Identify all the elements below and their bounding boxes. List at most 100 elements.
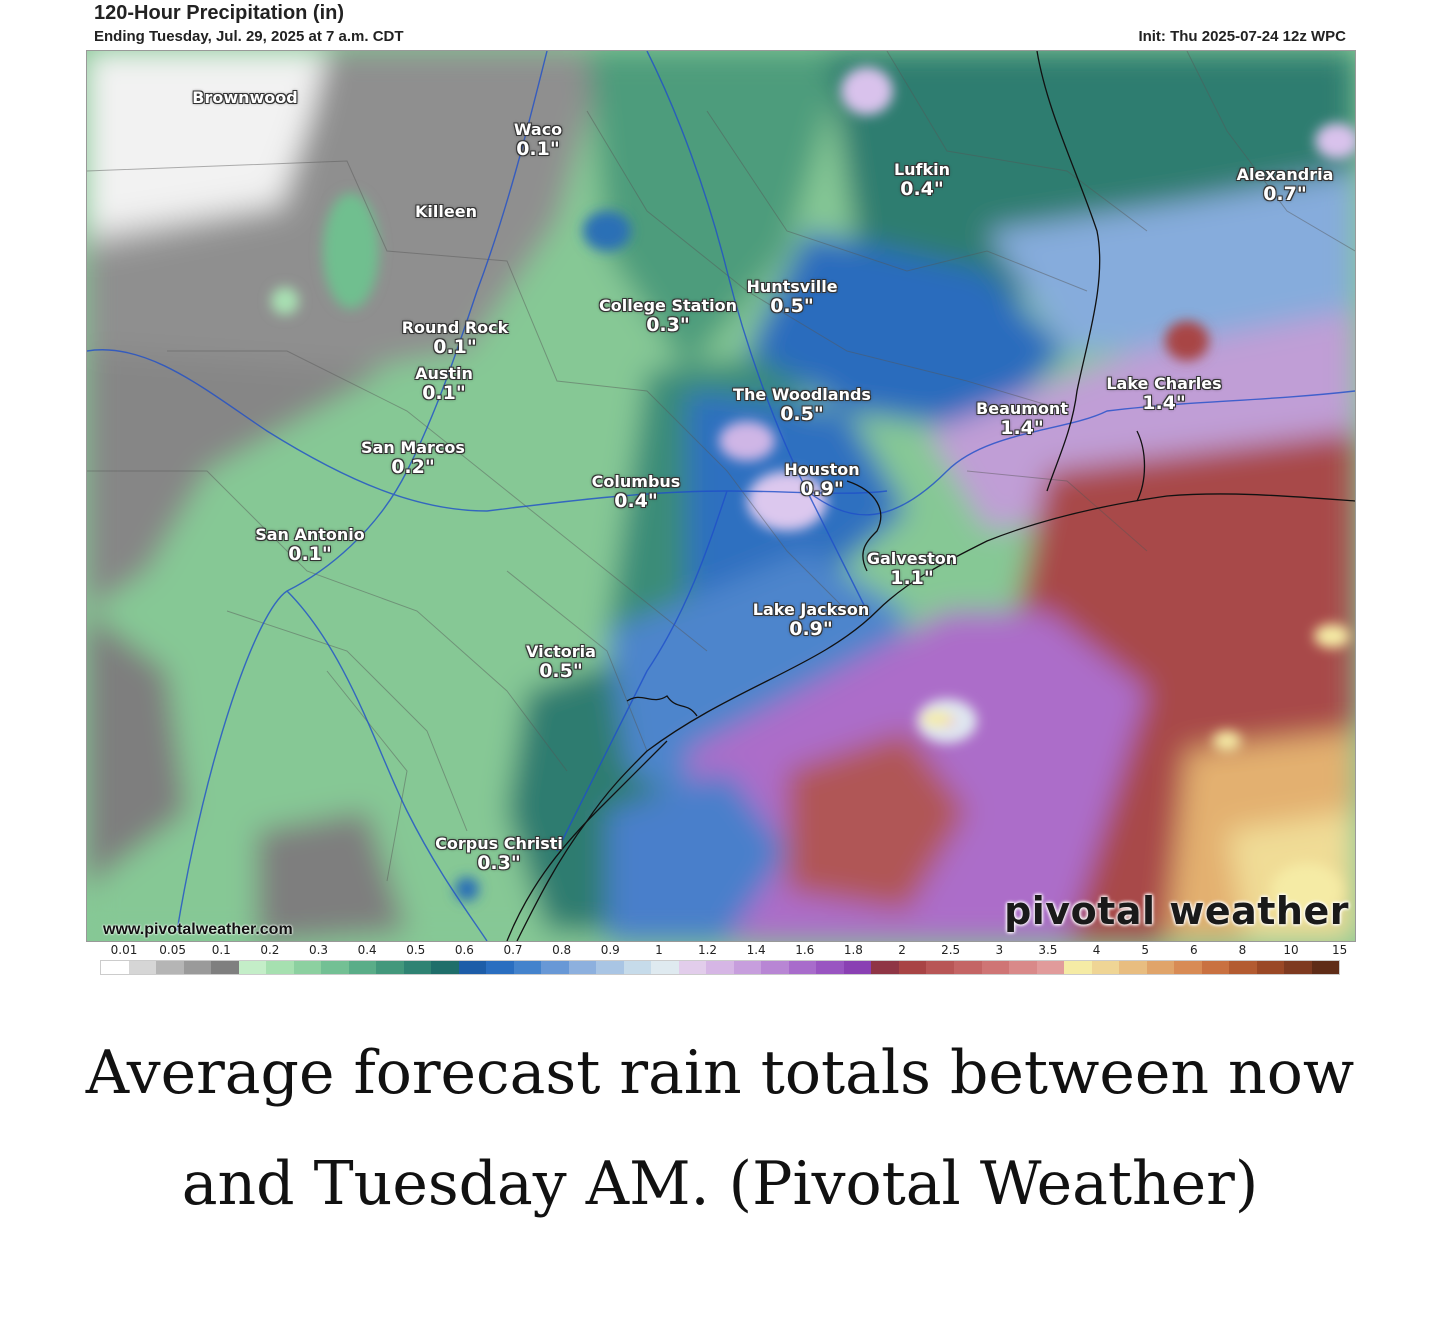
legend-swatch xyxy=(733,961,762,974)
legend-swatch xyxy=(981,961,1010,974)
legend-swatch xyxy=(1119,961,1147,974)
legend-swatch xyxy=(926,961,954,974)
legend-tick-label: 6 xyxy=(1189,943,1198,957)
legend-tick-label: 15 xyxy=(1332,943,1348,957)
legend-swatch xyxy=(348,961,377,974)
city-label-san-marcos: San Marcos 0.2" xyxy=(361,438,465,479)
legend-tick-label: 0.05 xyxy=(159,943,186,957)
legend-tick-label: 1.8 xyxy=(843,943,863,957)
precipitation-map: Brownwood Waco 0.1" Killeen Lufkin 0.4" … xyxy=(86,50,1356,942)
city-label-beaumont: Beaumont 1.4" xyxy=(976,399,1068,440)
legend-swatch xyxy=(623,961,652,974)
legend-tick-label: 1 xyxy=(655,943,663,957)
legend-swatch xyxy=(1311,961,1340,974)
legend-tick-label: 0.01 xyxy=(110,943,138,957)
legend-tick-label: 0.1 xyxy=(211,943,231,957)
legend-swatch xyxy=(101,961,129,974)
city-label-victoria: Victoria 0.5" xyxy=(526,642,596,683)
legend-swatch xyxy=(1284,961,1312,974)
legend-swatch xyxy=(1229,961,1257,974)
legend-swatch xyxy=(678,961,707,974)
legend-swatch xyxy=(1036,961,1065,974)
legend-tick-label: 0.8 xyxy=(552,943,572,957)
legend-swatch xyxy=(953,961,982,974)
legend-tick-label: 0.3 xyxy=(308,943,329,957)
legend-swatch xyxy=(1146,961,1175,974)
legend-swatch xyxy=(568,961,597,974)
legend-swatch xyxy=(266,961,294,974)
city-label-austin: Austin 0.1" xyxy=(415,364,473,405)
city-label-killeen: Killeen xyxy=(415,202,477,221)
precip-field xyxy=(87,51,1355,941)
city-label-brownwood: Brownwood xyxy=(192,88,298,107)
city-label-houston: Houston 0.9" xyxy=(784,460,860,501)
city-label-the-woodlands: The Woodlands 0.5" xyxy=(733,385,871,426)
legend-tick-label: 5 xyxy=(1141,943,1149,957)
city-label-lake-charles: Lake Charles 1.4" xyxy=(1106,374,1222,415)
city-label-galveston: Galveston 1.1" xyxy=(866,549,958,590)
legend-tick-label: 0.9 xyxy=(600,943,620,957)
legend-swatch xyxy=(898,961,927,974)
legend-swatch xyxy=(1174,961,1202,974)
coastline xyxy=(506,51,1355,941)
legend-tick-labels: 0.01 0.05 0.1 0.2 0.3 0.4 0.5 0.6 0.7 0.8 0.9 1 1.2 1… xyxy=(100,943,1348,959)
legend-swatch xyxy=(1201,961,1230,974)
city-label-huntsville: Huntsville 0.5" xyxy=(746,277,838,318)
legend-swatch xyxy=(706,961,734,974)
legend-tick-label: 0.4 xyxy=(357,943,377,957)
city-label-corpus-christi: Corpus Christi 0.3" xyxy=(435,834,563,875)
legend-tick-label: 2 xyxy=(898,943,906,957)
legend-swatch xyxy=(156,961,184,974)
city-label-san-antonio: San Antonio 0.1" xyxy=(255,525,365,566)
legend-swatch xyxy=(761,961,789,974)
legend-swatch xyxy=(816,961,844,974)
rivers-roads xyxy=(87,51,1355,941)
legend-swatch xyxy=(486,961,514,974)
legend-tick-label: 3.5 xyxy=(1038,943,1058,957)
legend-swatch xyxy=(403,961,432,974)
legend-swatch xyxy=(871,961,899,974)
legend-swatch xyxy=(843,961,872,974)
pivotal-weather-logo: pivotal weather xyxy=(1004,889,1349,933)
legend-swatch xyxy=(596,961,624,974)
city-label-columbus: Columbus 0.4" xyxy=(591,472,681,513)
map-title: 120-Hour Precipitation (in) xyxy=(94,2,345,24)
legend-swatch xyxy=(541,961,569,974)
legend-tick-label: 0.5 xyxy=(406,943,426,957)
legend-swatch xyxy=(513,961,542,974)
legend-tick-label: 4 xyxy=(1092,943,1101,957)
city-label-waco: Waco 0.1" xyxy=(513,120,563,161)
legend-swatch xyxy=(293,961,322,974)
city-label-lake-jackson: Lake Jackson 0.9" xyxy=(752,600,870,641)
legend-tick-label: 0.7 xyxy=(503,943,523,957)
legend-swatch xyxy=(238,961,267,974)
legend-tick-label: 0.2 xyxy=(260,943,280,957)
legend-swatch xyxy=(211,961,239,974)
legend-color-scale xyxy=(100,960,1340,975)
legend-swatch xyxy=(431,961,459,974)
city-label-round-rock: Round Rock 0.1" xyxy=(401,318,509,359)
image-caption: Average forecast rain totals between now… xyxy=(85,1038,1355,1219)
legend-swatch xyxy=(788,961,817,974)
legend-swatch xyxy=(321,961,349,974)
legend-swatch xyxy=(1064,961,1092,974)
legend-tick-label: 8 xyxy=(1238,943,1247,957)
city-label-college-station: College Station 0.3" xyxy=(599,296,737,337)
legend-swatch xyxy=(1009,961,1037,974)
legend-tick-label: 10 xyxy=(1283,943,1299,957)
map-valid-time: Ending Tuesday, Jul. 29, 2025 at 7 a.m. … xyxy=(94,28,404,45)
legend-tick-label: 1.2 xyxy=(697,943,718,957)
legend-swatch xyxy=(458,961,487,974)
legend-swatch xyxy=(1256,961,1285,974)
city-label-lufkin: Lufkin 0.4" xyxy=(893,160,951,201)
legend-tick-label: 2.5 xyxy=(941,943,961,957)
legend-tick-label: 3 xyxy=(995,943,1004,957)
legend-swatch xyxy=(128,961,157,974)
legend-swatch xyxy=(1091,961,1120,974)
source-url: www.pivotalweather.com xyxy=(103,921,293,938)
legend-swatch xyxy=(651,961,679,974)
legend-tick-label: 1.4 xyxy=(746,943,766,957)
legend-tick-label: 1.6 xyxy=(795,943,815,957)
legend-tick-label: 0.6 xyxy=(454,943,474,957)
city-label-alexandria: Alexandria 0.7" xyxy=(1236,165,1334,206)
